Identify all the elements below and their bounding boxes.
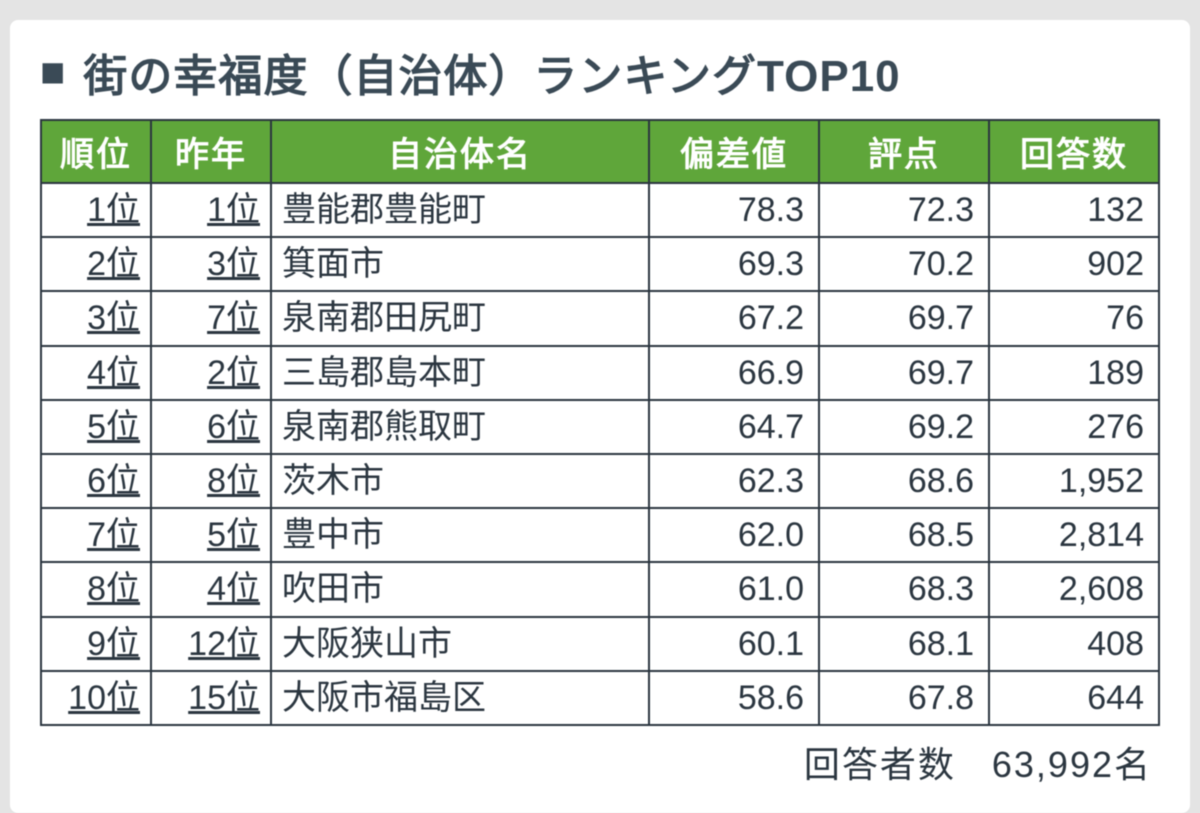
cell-score: 69.7 <box>819 291 989 345</box>
cell-lastyear: 3位 <box>151 237 271 291</box>
col-score-header: 評点 <box>819 120 989 183</box>
table-row: 2位3位箕面市69.370.2902 <box>41 237 1159 291</box>
cell-responses: 408 <box>989 617 1159 671</box>
title-row: ■ 街の幸福度（自治体）ランキングTOP10 <box>40 40 1160 104</box>
cell-name: 茨木市 <box>271 454 649 508</box>
cell-rank: 3位 <box>41 291 151 345</box>
cell-rank: 7位 <box>41 508 151 562</box>
cell-lastyear: 4位 <box>151 562 271 616</box>
cell-score: 68.6 <box>819 454 989 508</box>
cell-deviation: 64.7 <box>649 400 819 454</box>
cell-deviation: 61.0 <box>649 562 819 616</box>
ranking-card: ■ 街の幸福度（自治体）ランキングTOP10 順位 昨年 自治体名 偏差値 評点… <box>10 20 1190 813</box>
cell-deviation: 62.0 <box>649 508 819 562</box>
table-row: 7位5位豊中市62.068.52,814 <box>41 508 1159 562</box>
col-deviation-header: 偏差値 <box>649 120 819 183</box>
cell-lastyear: 8位 <box>151 454 271 508</box>
table-row: 3位7位泉南郡田尻町67.269.776 <box>41 291 1159 345</box>
bullet-icon: ■ <box>40 51 65 93</box>
cell-responses: 189 <box>989 346 1159 400</box>
col-rank-header: 順位 <box>41 120 151 183</box>
cell-lastyear: 6位 <box>151 400 271 454</box>
cell-score: 68.5 <box>819 508 989 562</box>
table-header: 順位 昨年 自治体名 偏差値 評点 回答数 <box>41 120 1159 183</box>
cell-name: 吹田市 <box>271 562 649 616</box>
cell-responses: 1,952 <box>989 454 1159 508</box>
cell-lastyear: 5位 <box>151 508 271 562</box>
cell-score: 68.1 <box>819 617 989 671</box>
cell-responses: 132 <box>989 183 1159 237</box>
cell-rank: 10位 <box>41 671 151 725</box>
cell-score: 69.2 <box>819 400 989 454</box>
cell-name: 豊能郡豊能町 <box>271 183 649 237</box>
cell-name: 泉南郡熊取町 <box>271 400 649 454</box>
cell-lastyear: 2位 <box>151 346 271 400</box>
cell-responses: 644 <box>989 671 1159 725</box>
table-body: 1位1位豊能郡豊能町78.372.31322位3位箕面市69.370.29023… <box>41 183 1159 725</box>
cell-deviation: 62.3 <box>649 454 819 508</box>
footer-note: 回答者数 63,992名 <box>40 736 1160 788</box>
table-row: 4位2位三島郡島本町66.969.7189 <box>41 346 1159 400</box>
cell-name: 箕面市 <box>271 237 649 291</box>
table-row: 10位15位大阪市福島区58.667.8644 <box>41 671 1159 725</box>
cell-rank: 2位 <box>41 237 151 291</box>
cell-rank: 9位 <box>41 617 151 671</box>
col-responses-header: 回答数 <box>989 120 1159 183</box>
table-row: 1位1位豊能郡豊能町78.372.3132 <box>41 183 1159 237</box>
cell-responses: 902 <box>989 237 1159 291</box>
cell-score: 70.2 <box>819 237 989 291</box>
cell-name: 大阪狭山市 <box>271 617 649 671</box>
cell-name: 豊中市 <box>271 508 649 562</box>
page-title: 街の幸福度（自治体）ランキングTOP10 <box>83 40 900 104</box>
cell-responses: 2,608 <box>989 562 1159 616</box>
ranking-table: 順位 昨年 自治体名 偏差値 評点 回答数 1位1位豊能郡豊能町78.372.3… <box>40 119 1160 726</box>
table-row: 6位8位茨木市62.368.61,952 <box>41 454 1159 508</box>
col-name-header: 自治体名 <box>271 120 649 183</box>
cell-rank: 6位 <box>41 454 151 508</box>
cell-score: 67.8 <box>819 671 989 725</box>
cell-score: 72.3 <box>819 183 989 237</box>
cell-deviation: 78.3 <box>649 183 819 237</box>
col-lastyear-header: 昨年 <box>151 120 271 183</box>
cell-deviation: 69.3 <box>649 237 819 291</box>
table-row: 9位12位大阪狭山市60.168.1408 <box>41 617 1159 671</box>
cell-name: 泉南郡田尻町 <box>271 291 649 345</box>
cell-rank: 5位 <box>41 400 151 454</box>
cell-rank: 8位 <box>41 562 151 616</box>
cell-score: 69.7 <box>819 346 989 400</box>
cell-score: 68.3 <box>819 562 989 616</box>
table-row: 8位4位吹田市61.068.32,608 <box>41 562 1159 616</box>
cell-deviation: 66.9 <box>649 346 819 400</box>
footer-label: 回答者数 <box>804 744 956 785</box>
cell-deviation: 60.1 <box>649 617 819 671</box>
cell-responses: 276 <box>989 400 1159 454</box>
cell-name: 大阪市福島区 <box>271 671 649 725</box>
cell-lastyear: 15位 <box>151 671 271 725</box>
cell-lastyear: 7位 <box>151 291 271 345</box>
cell-rank: 1位 <box>41 183 151 237</box>
cell-rank: 4位 <box>41 346 151 400</box>
cell-responses: 76 <box>989 291 1159 345</box>
cell-deviation: 67.2 <box>649 291 819 345</box>
cell-name: 三島郡島本町 <box>271 346 649 400</box>
table-row: 5位6位泉南郡熊取町64.769.2276 <box>41 400 1159 454</box>
footer-value: 63,992名 <box>992 744 1152 785</box>
cell-deviation: 58.6 <box>649 671 819 725</box>
cell-lastyear: 12位 <box>151 617 271 671</box>
cell-lastyear: 1位 <box>151 183 271 237</box>
cell-responses: 2,814 <box>989 508 1159 562</box>
